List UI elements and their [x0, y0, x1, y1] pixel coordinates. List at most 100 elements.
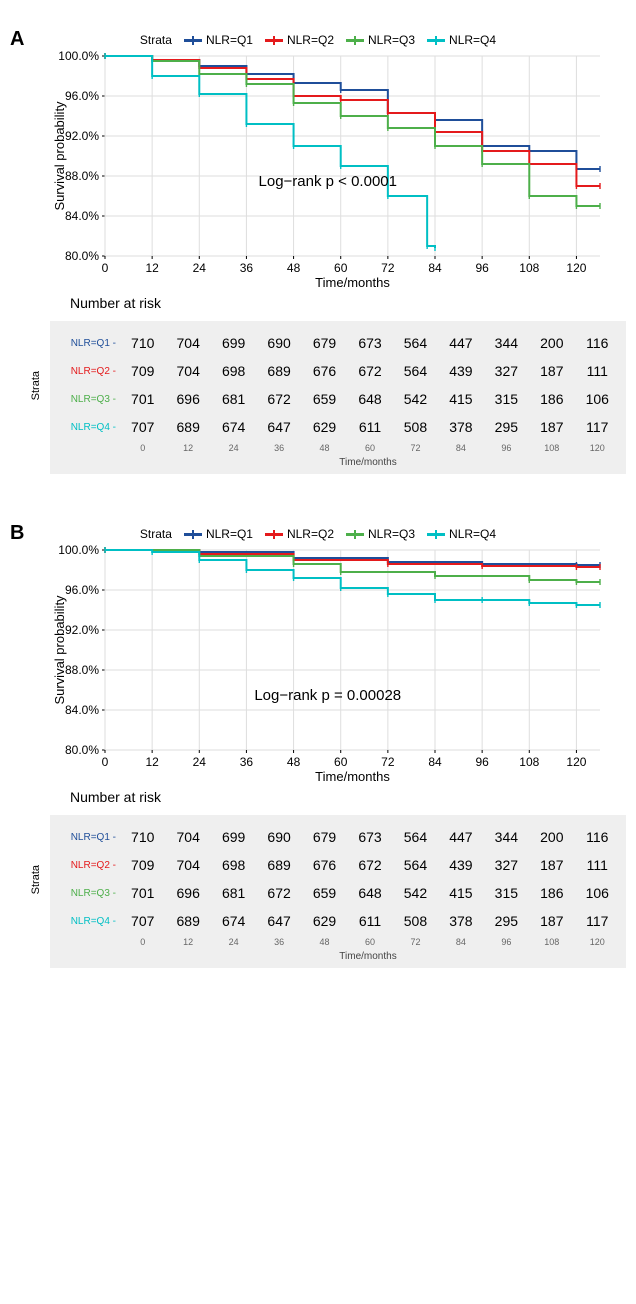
- svg-text:Log−rank p < 0.0001: Log−rank p < 0.0001: [259, 173, 397, 190]
- risk-axis-cell: 60: [347, 441, 392, 455]
- risk-cell: 689: [256, 357, 301, 385]
- risk-cell: 315: [484, 879, 529, 907]
- km-plot-b: 80.0%84.0%88.0%92.0%96.0%100.0%012243648…: [50, 545, 610, 785]
- risk-cell: 674: [211, 907, 256, 935]
- risk-axis-cell: 24: [211, 935, 256, 949]
- legend-swatch-Q4: [427, 533, 445, 536]
- risk-cell: 698: [211, 357, 256, 385]
- risk-cell: 187: [529, 413, 574, 441]
- risk-title-a: Number at risk: [70, 295, 626, 311]
- svg-text:0: 0: [102, 261, 109, 275]
- legend-swatch-Q4: [427, 39, 445, 42]
- risk-cell: 704: [165, 851, 210, 879]
- svg-text:80.0%: 80.0%: [65, 249, 99, 263]
- risk-cell: 611: [347, 907, 392, 935]
- risk-cell: 187: [529, 851, 574, 879]
- risk-cell: 564: [393, 851, 438, 879]
- risk-cell: 344: [484, 823, 529, 851]
- risk-axis-cell: 24: [211, 441, 256, 455]
- risk-row-label-Q4: NLR=Q4 -: [56, 422, 120, 433]
- risk-axis-cell: 84: [438, 441, 483, 455]
- risk-cell: 564: [393, 823, 438, 851]
- risk-cell: 117: [575, 413, 620, 441]
- risk-cell: 648: [347, 879, 392, 907]
- risk-cell: 295: [484, 413, 529, 441]
- svg-text:48: 48: [287, 261, 301, 275]
- risk-axis-cell: 0: [120, 441, 165, 455]
- svg-text:80.0%: 80.0%: [65, 743, 99, 757]
- risk-axis-cell: 48: [302, 935, 347, 949]
- risk-cell: 710: [120, 823, 165, 851]
- legend-item-Q1: NLR=Q1: [184, 33, 253, 47]
- risk-cell: 707: [120, 413, 165, 441]
- risk-axis-row: 01224364860728496108120: [56, 441, 620, 455]
- svg-text:24: 24: [193, 261, 207, 275]
- risk-cell: 611: [347, 413, 392, 441]
- risk-cell: 378: [438, 907, 483, 935]
- risk-cell: 701: [120, 879, 165, 907]
- legend-item-Q3: NLR=Q3: [346, 33, 415, 47]
- legend-swatch-Q1: [184, 39, 202, 42]
- legend-label-Q3: NLR=Q3: [368, 33, 415, 47]
- risk-cell: 629: [302, 413, 347, 441]
- km-plot-a: 80.0%84.0%88.0%92.0%96.0%100.0%012243648…: [50, 51, 610, 291]
- svg-text:12: 12: [145, 755, 159, 769]
- risk-row-label-Q1: NLR=Q1 -: [56, 338, 120, 349]
- risk-cell: 701: [120, 385, 165, 413]
- risk-table-b: NLR=Q1 -71070469969067967356444734420011…: [50, 815, 626, 968]
- risk-row-label-Q3: NLR=Q3 -: [56, 394, 120, 405]
- risk-axis-cell: 96: [484, 441, 529, 455]
- risk-axis-cell: 48: [302, 441, 347, 455]
- risk-cell: 676: [302, 357, 347, 385]
- risk-axis-cell: 36: [256, 441, 301, 455]
- risk-axis-cell: 120: [575, 935, 620, 949]
- risk-row-Q4: NLR=Q4 -70768967464762961150837829518711…: [56, 413, 620, 441]
- svg-text:Time/months: Time/months: [315, 769, 390, 784]
- svg-text:92.0%: 92.0%: [65, 129, 99, 143]
- svg-text:12: 12: [145, 261, 159, 275]
- risk-cell: 111: [575, 357, 620, 385]
- risk-cell: 447: [438, 823, 483, 851]
- risk-cell: 378: [438, 413, 483, 441]
- risk-cell: 676: [302, 851, 347, 879]
- risk-row-label-Q2: NLR=Q2 -: [56, 366, 120, 377]
- risk-cell: 415: [438, 879, 483, 907]
- legend-label-Q3: NLR=Q3: [368, 527, 415, 541]
- risk-cell: 344: [484, 329, 529, 357]
- risk-cell: 704: [165, 329, 210, 357]
- risk-axis-cell: 0: [120, 935, 165, 949]
- legend-swatch-Q2: [265, 39, 283, 42]
- risk-cell: 508: [393, 413, 438, 441]
- strata-axis-label-a: Strata: [30, 371, 42, 400]
- legend-label-Q1: NLR=Q1: [206, 527, 253, 541]
- risk-cell: 106: [575, 879, 620, 907]
- svg-text:120: 120: [566, 755, 586, 769]
- svg-text:36: 36: [240, 755, 254, 769]
- risk-cell: 689: [165, 907, 210, 935]
- risk-axis-cell: 84: [438, 935, 483, 949]
- legend-a: Strata NLR=Q1NLR=Q2NLR=Q3NLR=Q4: [10, 33, 626, 47]
- risk-axis-cell: 120: [575, 441, 620, 455]
- svg-text:108: 108: [519, 261, 539, 275]
- risk-time-label: Time/months: [56, 457, 620, 468]
- legend-label-Q2: NLR=Q2: [287, 527, 334, 541]
- svg-text:72: 72: [381, 261, 395, 275]
- risk-cell: 690: [256, 823, 301, 851]
- risk-cell: 564: [393, 357, 438, 385]
- risk-cell: 690: [256, 329, 301, 357]
- risk-cell: 674: [211, 413, 256, 441]
- legend-label-Q2: NLR=Q2: [287, 33, 334, 47]
- risk-row-Q4: NLR=Q4 -70768967464762961150837829518711…: [56, 907, 620, 935]
- svg-text:100.0%: 100.0%: [58, 545, 99, 557]
- risk-cell: 187: [529, 357, 574, 385]
- risk-cell: 704: [165, 357, 210, 385]
- risk-cell: 699: [211, 823, 256, 851]
- legend-b: Strata NLR=Q1NLR=Q2NLR=Q3NLR=Q4: [10, 527, 626, 541]
- svg-text:96: 96: [475, 261, 489, 275]
- legend-swatch-Q3: [346, 39, 364, 42]
- svg-text:24: 24: [193, 755, 207, 769]
- risk-cell: 699: [211, 329, 256, 357]
- panel-a: A Strata NLR=Q1NLR=Q2NLR=Q3NLR=Q4 80.0%8…: [10, 10, 626, 474]
- risk-cell: 116: [575, 823, 620, 851]
- risk-cell: 327: [484, 357, 529, 385]
